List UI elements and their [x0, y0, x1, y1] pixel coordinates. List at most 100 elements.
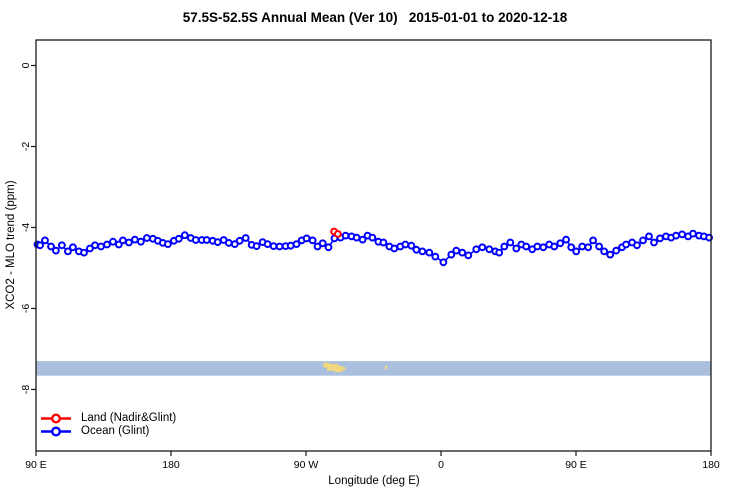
data-point [103, 240, 111, 249]
data-point [235, 236, 244, 245]
data-point [622, 240, 630, 249]
map-strip-ocean [36, 361, 711, 376]
data-point [600, 247, 609, 256]
data-point [689, 229, 697, 238]
data-point [164, 240, 172, 249]
data-point [109, 237, 117, 246]
data-point [633, 241, 641, 250]
legend-marker-ocean [41, 426, 71, 437]
map-strip-land-patch [384, 365, 388, 370]
legend-label-land: Land (Nadir&Glint) [81, 412, 177, 424]
data-point [174, 234, 183, 243]
data-point [180, 231, 189, 240]
data-point [313, 242, 322, 251]
data-point [52, 246, 60, 255]
legend-label-ocean: Ocean (Glint) [81, 425, 150, 437]
data-point [512, 244, 521, 253]
data-point [556, 239, 565, 248]
data-point [500, 242, 509, 251]
data-point [407, 241, 416, 250]
data-point [539, 243, 548, 252]
data-point [606, 250, 615, 259]
data-point [69, 243, 77, 252]
map-strip-land-patch [323, 362, 330, 368]
y-tick-label: 0 [20, 62, 32, 68]
data-point [334, 230, 342, 238]
data-point [464, 251, 473, 260]
data-point [612, 246, 621, 255]
data-point [572, 247, 581, 256]
data-point [308, 236, 317, 245]
data-point [495, 248, 504, 257]
data-point [269, 242, 278, 251]
data-point [401, 240, 410, 249]
data-point [562, 235, 570, 244]
data-point [275, 242, 284, 251]
data-point [595, 242, 603, 251]
x-tick-label: 90 E [565, 459, 587, 471]
data-point [678, 230, 686, 239]
y-tick-label: -8 [20, 385, 32, 394]
y-tick-label: -6 [20, 304, 32, 313]
data-point [137, 237, 145, 246]
legend-circle-icon [50, 426, 61, 437]
data-point [143, 234, 151, 242]
data-point [645, 232, 653, 241]
data-point [578, 242, 587, 251]
data-point [292, 240, 301, 249]
data-point [97, 242, 105, 251]
data-point [124, 238, 133, 247]
chart-title: 57.5S-52.5S Annual Mean (Ver 10) 2015-01… [182, 10, 568, 25]
data-point [318, 239, 327, 248]
legend-marker-land [41, 413, 71, 424]
x-tick-label: 180 [162, 459, 180, 471]
x-tick-label: 90 W [294, 459, 319, 471]
data-point [47, 242, 55, 251]
data-point [452, 246, 461, 255]
data-point [324, 243, 333, 252]
legend-circle-icon [50, 413, 61, 424]
data-point [263, 240, 272, 249]
data-point [522, 242, 531, 251]
legend-row-ocean: Ocean (Glint) [39, 425, 176, 438]
data-point [36, 241, 44, 250]
data-point [650, 238, 658, 247]
x-tick-label: 180 [702, 459, 720, 471]
data-point [131, 235, 139, 244]
data-point [478, 243, 487, 252]
plot-border [35, 39, 712, 452]
data-point [341, 231, 350, 240]
data-point [358, 235, 367, 244]
data-point [41, 236, 49, 245]
y-tick-label: -4 [20, 223, 32, 232]
data-point [550, 242, 559, 251]
legend-row-land: Land (Nadir&Glint) [39, 412, 176, 425]
data-point [431, 252, 440, 261]
data-point [472, 245, 481, 254]
data-point [368, 233, 377, 242]
data-point [390, 244, 399, 253]
data-point [567, 243, 576, 252]
map-strip-land-patch [334, 365, 343, 373]
data-point [425, 248, 434, 257]
data-point [447, 250, 456, 259]
data-point [379, 238, 388, 247]
data-point [64, 247, 72, 256]
data-point [224, 239, 233, 247]
data-point [213, 238, 222, 247]
x-axis-label: Longitude (deg E) [328, 475, 420, 487]
data-point [458, 248, 467, 257]
data-point [589, 236, 597, 245]
y-tick-label: -2 [20, 142, 32, 151]
data-point [533, 242, 542, 251]
data-point [80, 248, 88, 257]
data-point [352, 233, 361, 242]
data-point [91, 241, 99, 250]
data-point [506, 238, 515, 247]
data-point [639, 236, 647, 245]
data-point [418, 247, 427, 256]
data-point [191, 236, 200, 244]
data-point [58, 241, 66, 250]
